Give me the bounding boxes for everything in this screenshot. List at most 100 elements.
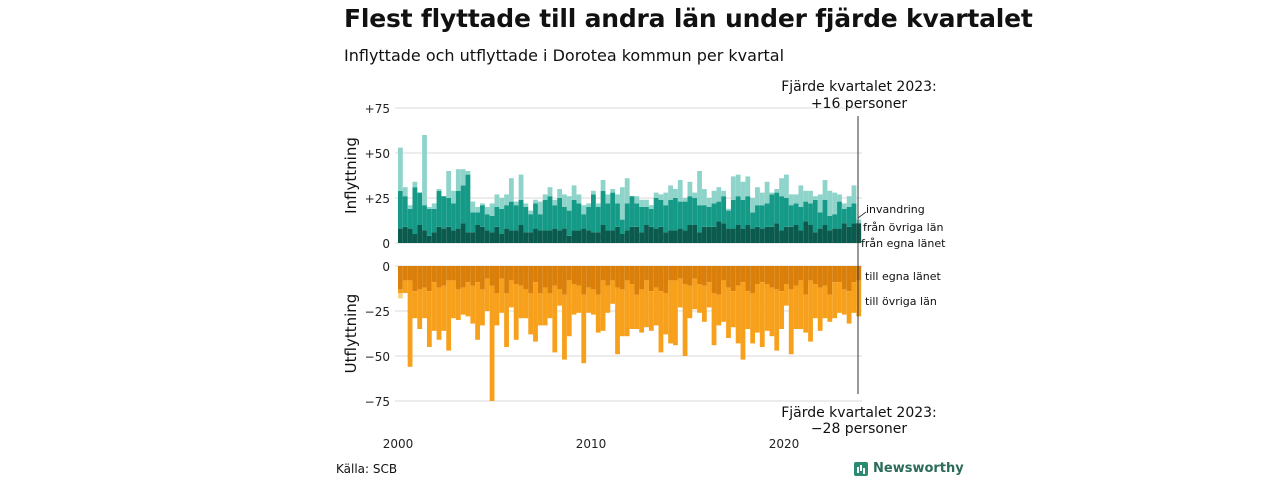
bar-inflyttning-ovriga-lan	[460, 185, 466, 224]
bar-utflyttning-egna-lanet	[465, 266, 471, 283]
bar-utflyttning-ovriga-lan	[716, 294, 722, 326]
bar-inflyttning-egna-lanet	[605, 230, 611, 243]
legend-label-egna-lanet: från egna länet	[861, 237, 946, 250]
legend-label-till-ovriga-lan: till övriga län	[865, 295, 937, 308]
bar-inflyttning-ovriga-lan	[832, 214, 838, 229]
bar-inflyttning-egna-lanet	[566, 235, 572, 243]
bar-inflyttning-egna-lanet	[759, 228, 765, 243]
bar-inflyttning-egna-lanet	[547, 230, 553, 243]
bar-utflyttning-ovriga-lan	[441, 285, 447, 331]
y-axis-title-inflyttning: Inflyttning	[342, 137, 360, 214]
bar-utflyttning-egna-lanet	[489, 266, 495, 286]
bar-inflyttning-invandring	[412, 181, 418, 188]
bar-utflyttning-ovriga-lan	[610, 280, 616, 304]
bar-utflyttning-ovriga-lan	[856, 280, 862, 317]
bar-inflyttning-egna-lanet	[788, 226, 794, 243]
bar-utflyttning-egna-lanet	[735, 266, 741, 286]
bar-inflyttning-invandring	[624, 178, 630, 204]
bar-inflyttning-invandring	[677, 180, 683, 202]
bar-inflyttning-egna-lanet	[446, 226, 452, 243]
bar-inflyttning-invandring	[402, 187, 408, 197]
bar-inflyttning-egna-lanet	[851, 223, 857, 243]
bar-inflyttning-egna-lanet	[682, 230, 688, 243]
bar-utflyttning-egna-lanet	[475, 266, 480, 283]
bar-inflyttning-egna-lanet	[407, 228, 413, 243]
bar-inflyttning-egna-lanet	[624, 230, 630, 243]
bar-utflyttning-egna-lanet	[808, 266, 813, 281]
bar-inflyttning-ovriga-lan	[508, 201, 514, 231]
bar-inflyttning-invandring	[581, 205, 587, 215]
bar-inflyttning-invandring	[673, 189, 678, 198]
bar-inflyttning-invandring	[822, 180, 828, 200]
bar-utflyttning-ovriga-lan	[480, 289, 485, 326]
bar-inflyttning-egna-lanet	[615, 226, 620, 243]
bar-inflyttning-ovriga-lan	[851, 203, 857, 224]
bar-utflyttning-egna-lanet	[759, 266, 765, 283]
bar-inflyttning-egna-lanet	[798, 230, 804, 243]
bar-inflyttning-egna-lanet	[455, 228, 461, 243]
bar-utflyttning-egna-lanet	[499, 266, 505, 279]
bar-utflyttning-ovriga-lan	[455, 289, 461, 320]
bar-inflyttning-ovriga-lan	[812, 199, 818, 233]
bar-utflyttning-egna-lanet	[402, 266, 408, 281]
bar-inflyttning-invandring	[687, 181, 693, 197]
bar-inflyttning-egna-lanet	[537, 230, 543, 243]
bar-inflyttning-egna-lanet	[856, 223, 862, 243]
bar-inflyttning-egna-lanet	[822, 225, 828, 243]
bar-inflyttning-ovriga-lan	[648, 208, 654, 227]
bar-inflyttning-ovriga-lan	[644, 207, 649, 225]
bar-inflyttning-invandring	[668, 185, 673, 200]
bar-inflyttning-ovriga-lan	[692, 198, 698, 225]
bar-inflyttning-invandring	[470, 201, 476, 213]
bar-utflyttning-ovriga-lan	[508, 280, 514, 308]
bar-inflyttning-ovriga-lan	[673, 198, 678, 231]
bar-utflyttning-egna-lanet	[595, 266, 601, 295]
bar-inflyttning-egna-lanet	[808, 225, 813, 243]
bar-inflyttning-invandring	[663, 192, 669, 206]
bar-utflyttning-egna-lanet	[648, 266, 654, 292]
bar-inflyttning-ovriga-lan	[489, 216, 495, 233]
bar-utflyttning-egna-lanet	[701, 266, 707, 286]
bar-utflyttning-egna-lanet	[644, 266, 649, 281]
bar-inflyttning-egna-lanet	[726, 228, 731, 243]
bar-inflyttning-egna-lanet	[784, 226, 789, 243]
bar-utflyttning-ovriga-lan	[817, 287, 823, 331]
bar-utflyttning-egna-lanet	[832, 266, 838, 283]
bar-inflyttning-invandring	[793, 194, 799, 204]
bar-utflyttning-egna-lanet	[677, 266, 683, 279]
x-tick-label: 2000	[383, 437, 414, 451]
bar-inflyttning-egna-lanet	[426, 235, 432, 243]
bar-inflyttning-ovriga-lan	[793, 203, 799, 225]
bar-utflyttning-egna-lanet	[619, 266, 625, 290]
bar-inflyttning-egna-lanet	[571, 230, 577, 243]
bar-inflyttning-invandring	[788, 194, 794, 206]
bar-utflyttning-ovriga-lan	[745, 291, 751, 329]
bar-utflyttning-egna-lanet	[663, 266, 669, 293]
bar-utflyttning-ovriga-lan	[851, 282, 857, 313]
bar-utflyttning-ovriga-lan	[600, 280, 606, 331]
bar-utflyttning-egna-lanet	[417, 266, 423, 290]
bar-utflyttning-ovriga-lan	[619, 289, 625, 337]
bar-utflyttning-egna-lanet	[470, 266, 476, 286]
bar-utflyttning-egna-lanet	[653, 266, 659, 288]
bar-inflyttning-invandring	[436, 189, 442, 191]
bar-utflyttning-egna-lanet	[460, 266, 466, 288]
bar-inflyttning-ovriga-lan	[465, 174, 471, 233]
bar-inflyttning-ovriga-lan	[562, 207, 567, 229]
bar-inflyttning-invandring	[446, 171, 452, 198]
bar-inflyttning-ovriga-lan	[513, 205, 519, 231]
bar-inflyttning-invandring	[537, 201, 543, 215]
bar-inflyttning-egna-lanet	[422, 230, 427, 243]
legend-label-invandring: invandring	[866, 203, 925, 216]
bar-inflyttning-invandring	[808, 190, 813, 204]
bar-inflyttning-egna-lanet	[677, 228, 683, 243]
bar-utflyttning-ovriga-lan	[422, 287, 427, 319]
bar-utflyttning-ovriga-lan	[470, 285, 476, 324]
bar-utflyttning-egna-lanet	[755, 266, 760, 284]
bar-inflyttning-egna-lanet	[779, 230, 784, 243]
annotation-inflyttning-line1: Fjärde kvartalet 2023:	[781, 79, 937, 95]
bar-utflyttning-ovriga-lan	[740, 282, 746, 360]
bar-utflyttning-ovriga-lan	[615, 287, 620, 355]
bar-inflyttning-egna-lanet	[499, 234, 505, 243]
y-tick-label: +75	[365, 102, 390, 116]
